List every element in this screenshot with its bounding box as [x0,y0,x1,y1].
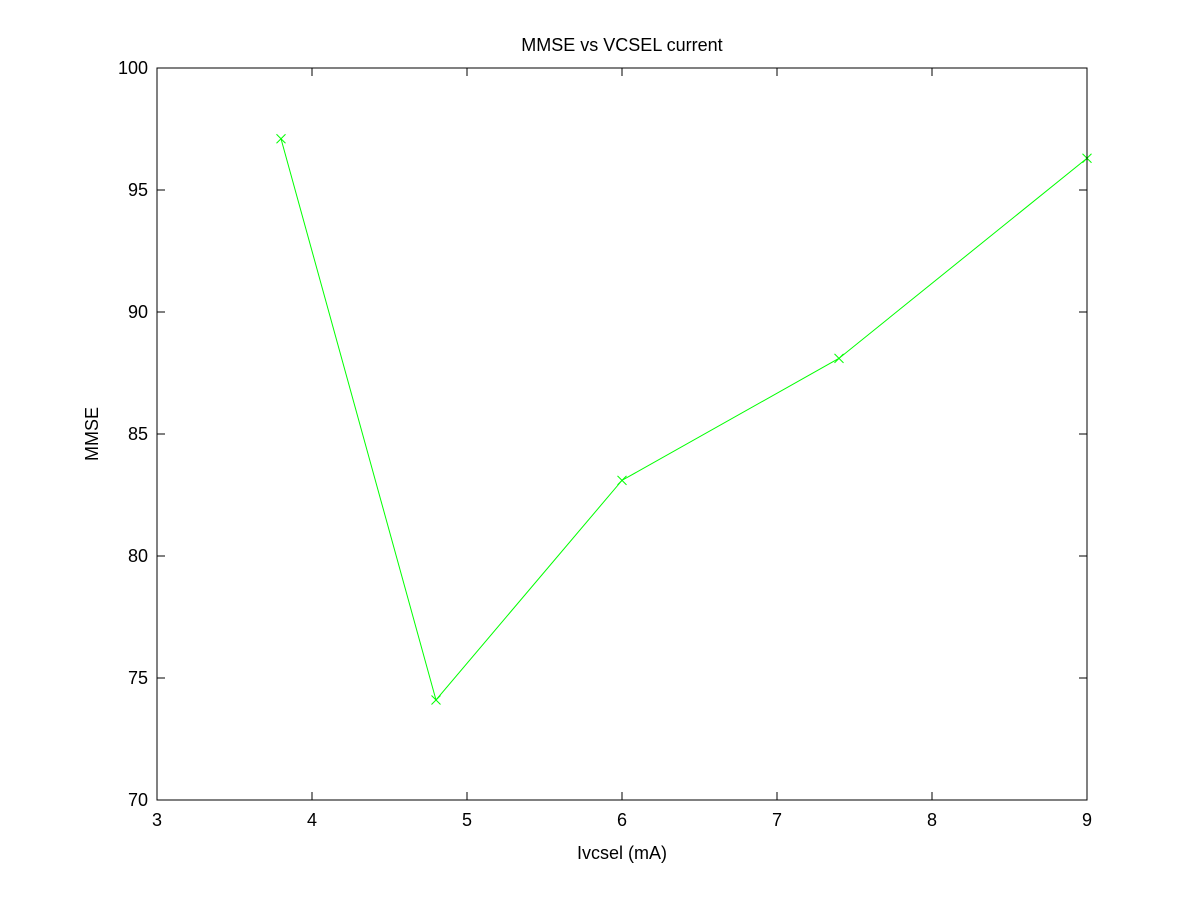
x-tick-label: 4 [307,810,317,830]
y-axis-label: MMSE [82,407,102,461]
y-tick-label: 70 [128,790,148,810]
x-tick-label: 5 [462,810,472,830]
data-point-marker [617,475,627,486]
data-point-marker [431,695,441,705]
y-tick-label: 85 [128,424,148,444]
marker-stroke [834,353,844,364]
y-tick-label: 100 [118,58,148,78]
x-tick-label: 9 [1082,810,1092,830]
plot-frame [156,67,1088,801]
series-layer [276,133,1092,705]
x-tick-label: 7 [772,810,782,830]
chart-title: MMSE vs VCSEL current [521,35,722,55]
y-tick-label: 80 [128,546,148,566]
x-tick-label: 3 [152,810,162,830]
x-tick-label: 8 [927,810,937,830]
marker-stroke [617,475,627,486]
y-tick-label: 90 [128,302,148,322]
marker-stroke [431,695,441,705]
x-axis-label: Ivcsel (mA) [577,843,667,863]
x-tick-label: 6 [617,810,627,830]
data-point-marker [276,133,286,144]
ticks: 3 4 5 6 7 8 9 70 75 80 85 90 95 100 [118,58,1092,830]
plot-background [157,68,1087,800]
data-point-marker [834,353,844,364]
y-tick-label: 95 [128,180,148,200]
y-tick-label: 75 [128,668,148,688]
marker-stroke [276,133,286,144]
